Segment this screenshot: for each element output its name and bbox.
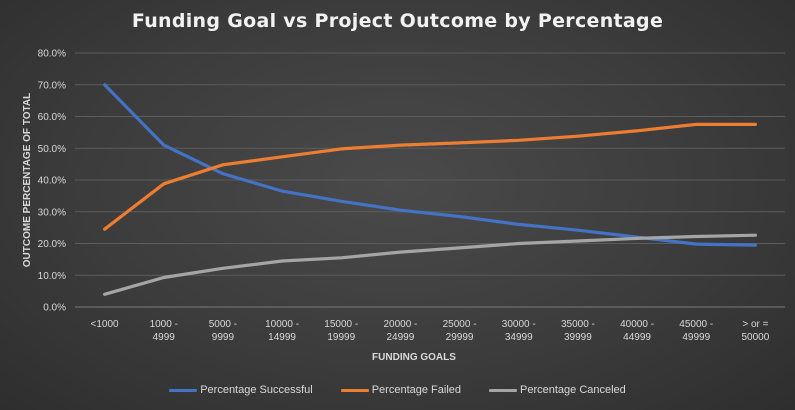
series-line-percentage-successful	[102, 83, 758, 247]
legend-swatch	[340, 388, 369, 392]
x-tick-label: 25000 -29999	[443, 319, 477, 343]
x-tick-label: 10000 -14999	[265, 319, 299, 343]
y-tick-label: 70.0%	[38, 80, 66, 91]
y-tick-label: 60.0%	[38, 112, 66, 123]
y-tick-label: 0.0%	[43, 303, 66, 314]
y-tick-label: 30.0%	[38, 207, 66, 218]
y-tick-label: 50.0%	[38, 144, 66, 155]
y-tick-label: 20.0%	[38, 239, 66, 250]
x-tick-label: 15000 -19999	[324, 319, 358, 343]
x-tick-label: <1000	[91, 319, 120, 330]
legend-swatch	[169, 388, 198, 392]
legend-label: Percentage Successful	[200, 384, 313, 396]
x-tick-label: 35000 -39999	[561, 319, 595, 343]
x-tick-label: 5000 -9999	[209, 319, 237, 343]
series-line-percentage-failed	[102, 122, 758, 231]
y-tick-label: 80.0%	[38, 49, 66, 60]
legend-swatch	[489, 388, 517, 392]
y-tick-label: 10.0%	[38, 271, 66, 282]
x-tick-label: 1000 -4999	[150, 319, 178, 343]
y-axis-label: OUTCOME PERCENTAGE OF TOTAL	[22, 93, 33, 267]
y-tick-label: 40.0%	[38, 176, 66, 187]
legend-item: Percentage Canceled	[489, 384, 626, 396]
x-tick-label: 20000 -24999	[383, 319, 417, 343]
x-tick-label: > or = 50000	[742, 319, 770, 343]
legend: Percentage Successful Percentage Failed Pe…	[0, 384, 795, 396]
legend-label: Percentage Canceled	[520, 384, 626, 396]
x-axis-label: FUNDING GOALS	[372, 352, 456, 363]
x-tick-label: 40000 -44999	[620, 319, 654, 343]
legend-label: Percentage Failed	[371, 384, 461, 396]
series-line-percentage-canceled	[102, 233, 758, 296]
x-tick-label: 45000 -49999	[679, 319, 713, 343]
legend-item: Percentage Failed	[340, 384, 461, 396]
legend-item: Percentage Successful	[169, 384, 313, 396]
x-tick-label: 30000 -34999	[502, 319, 536, 343]
chart-title: Funding Goal vs Project Outcome by Perce…	[131, 10, 664, 32]
